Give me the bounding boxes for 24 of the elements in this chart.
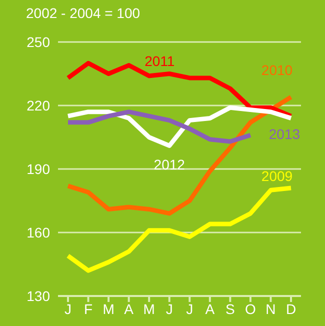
series-label: 2013	[268, 126, 300, 142]
chart-title: 2002 - 2004 = 100	[26, 5, 140, 21]
y-tick-label: 250	[26, 34, 50, 50]
x-tick-label: A	[205, 300, 216, 317]
series-label: 2009	[261, 168, 293, 184]
series-label: 2012	[154, 156, 186, 173]
y-tick-label: 190	[26, 160, 50, 177]
x-tick-label: J	[186, 300, 194, 317]
x-tick-label: M	[143, 300, 155, 317]
x-tick-label: M	[102, 300, 114, 317]
x-tick-label: D	[286, 300, 296, 317]
x-tick-label: O	[245, 300, 256, 317]
x-tick-label: S	[226, 300, 235, 317]
x-tick-label: J	[64, 300, 72, 317]
series-label: 2011	[144, 52, 175, 69]
y-tick-label: 220	[26, 97, 50, 114]
x-tick-label: J	[166, 300, 173, 317]
y-tick-label: 130	[26, 288, 50, 304]
y-tick-label: 160	[26, 224, 50, 240]
series-label: 2010	[261, 62, 293, 78]
line-series	[66, 186, 294, 273]
x-tick-label: N	[266, 300, 276, 317]
x-tick-label: F	[84, 300, 93, 317]
x-tick-label: A	[124, 300, 134, 317]
